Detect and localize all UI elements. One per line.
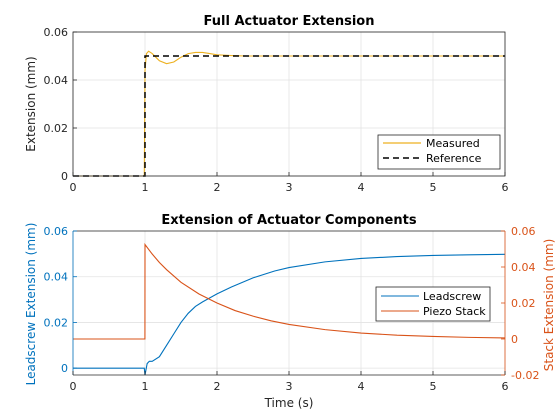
top-ticks: 0 1 2 3 4 5 6 0 0.02 0.04 0.06 xyxy=(44,26,509,194)
top-title: Full Actuator Extension xyxy=(204,14,375,29)
bottom-xtick-label: 4 xyxy=(358,380,365,393)
bottom-legend: Leadscrew Piezo Stack xyxy=(375,286,491,322)
series-measured-line xyxy=(73,50,505,177)
bottom-right-ytick-label: 0.06 xyxy=(511,225,536,238)
bottom-left-ytick-label: 0.06 xyxy=(44,225,69,238)
top-xtick-label: 1 xyxy=(142,181,149,194)
top-ytick-label: 0.04 xyxy=(44,74,69,87)
bottom-left-ytick-label: 0 xyxy=(61,362,68,375)
bottom-left-ylabel: Leadscrew Extension (mm) xyxy=(24,223,38,386)
bottom-xtick-label: 5 xyxy=(430,380,437,393)
series-piezo-stack-line xyxy=(73,242,506,340)
bottom-right-ytick-label: 0 xyxy=(511,333,518,346)
bottom-xtick-label: 1 xyxy=(142,380,149,393)
legend-leadscrew-label: Leadscrew xyxy=(423,290,481,303)
top-legend: Measured Reference xyxy=(377,134,501,170)
bottom-ticks: 0 1 2 3 4 5 6 0 0.02 0.04 0.06 -0.02 0 0.02 0.04 0.06 xyxy=(44,225,540,393)
chart-extension-of-actuator-components: 0 1 2 3 4 5 6 0 0.02 0.04 0.06 -0.02 0 0.02 0.04 0.06 E… xyxy=(24,213,556,410)
top-xtick-label: 2 xyxy=(214,181,221,194)
top-ytick-label: 0.02 xyxy=(44,122,69,135)
bottom-left-ytick-label: 0.02 xyxy=(44,316,69,329)
bottom-xtick-label: 2 xyxy=(214,380,221,393)
top-xtick-label: 4 xyxy=(358,181,365,194)
top-xtick-label: 6 xyxy=(502,181,509,194)
bottom-xtick-label: 0 xyxy=(70,380,77,393)
bottom-right-ytick-label: -0.02 xyxy=(511,369,539,382)
bottom-series xyxy=(73,242,506,376)
top-ylabel: Extension (mm) xyxy=(24,56,38,151)
series-leadscrew-line xyxy=(73,253,506,376)
bottom-xlabel: Time (s) xyxy=(264,396,314,410)
legend-measured-label: Measured xyxy=(426,137,480,150)
top-xtick-label: 5 xyxy=(430,181,437,194)
bottom-xtick-label: 3 xyxy=(286,380,293,393)
legend-piezo-label: Piezo Stack xyxy=(423,305,486,318)
top-ytick-label: 0.06 xyxy=(44,26,69,39)
bottom-title: Extension of Actuator Components xyxy=(161,213,416,228)
legend-reference-label: Reference xyxy=(426,152,482,165)
bottom-xtick-label: 6 xyxy=(502,380,509,393)
bottom-right-ytick-label: 0.04 xyxy=(511,261,536,274)
bottom-right-ytick-label: 0.02 xyxy=(511,297,536,310)
chart-full-actuator-extension: 0 1 2 3 4 5 6 0 0.02 0.04 0.06 Full Actuator Exten… xyxy=(24,14,509,194)
top-xtick-label: 0 xyxy=(70,181,77,194)
top-xtick-label: 3 xyxy=(286,181,293,194)
bottom-left-ytick-label: 0.04 xyxy=(44,271,69,284)
bottom-right-ylabel: Stack Extension (mm) xyxy=(542,239,556,372)
top-ytick-label: 0 xyxy=(61,170,68,183)
